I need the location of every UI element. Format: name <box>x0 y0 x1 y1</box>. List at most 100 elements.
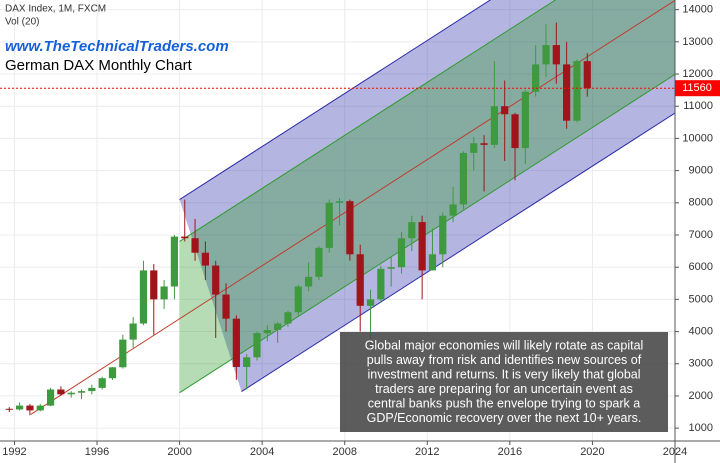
candle-body <box>274 323 282 330</box>
x-tick-label: 1992 <box>2 446 26 458</box>
candle-body <box>315 247 323 277</box>
annotation-line: pulls away from risk and identifies new … <box>367 353 642 367</box>
chart-title: German DAX Monthly Chart <box>5 57 193 74</box>
candle-body <box>284 312 292 324</box>
annotation-line: GDP/Economic recovery over the next 10+ … <box>367 411 642 425</box>
website: www.TheTechnicalTraders.com <box>5 38 229 55</box>
candle-body <box>490 106 498 145</box>
x-tick-label: 1996 <box>85 446 109 458</box>
candle-body <box>57 389 65 395</box>
candle-body <box>325 202 333 248</box>
candle-body <box>377 268 385 300</box>
annotation-box <box>340 332 668 432</box>
y-tick-label: 12000 <box>682 68 713 80</box>
channel-fill <box>179 0 675 392</box>
candle-body <box>5 408 13 410</box>
x-tick-label: 2012 <box>415 446 439 458</box>
candle-body <box>428 254 437 271</box>
candles <box>5 22 591 416</box>
candle-body <box>77 391 86 393</box>
y-tick-label: 3000 <box>689 358 713 370</box>
candle-body <box>418 222 426 271</box>
candle-body <box>480 143 488 145</box>
annotation-line: traders are preparing for an uncertain e… <box>375 382 633 396</box>
candle-body <box>501 106 509 115</box>
candle-body <box>366 299 375 306</box>
candle-body <box>46 389 55 406</box>
candle-body <box>335 201 344 203</box>
candle-body <box>170 236 179 287</box>
candle-body <box>397 238 406 268</box>
x-tick-label: 2000 <box>167 446 191 458</box>
candle-body <box>222 294 230 319</box>
indicator: Vol (20) <box>5 17 39 28</box>
candle-body <box>253 333 261 358</box>
candle-body <box>160 286 168 300</box>
candle-body <box>26 405 34 411</box>
channel-fill <box>179 0 675 393</box>
channel-line <box>241 112 675 392</box>
candle-body <box>232 318 240 367</box>
y-tick-label: 11000 <box>683 100 713 112</box>
candle-body <box>212 265 220 295</box>
candle-body <box>243 357 251 367</box>
y-tick-label: 8000 <box>689 197 713 209</box>
price-label-box <box>675 80 720 97</box>
candle-body <box>67 392 75 395</box>
candle-body <box>201 252 210 266</box>
candle-body <box>563 64 571 121</box>
candle-body <box>294 286 302 313</box>
candle-body <box>511 114 519 149</box>
header: DAX Index, 1M, FXCM <box>5 4 106 15</box>
y-tick-label: 6000 <box>689 261 713 273</box>
candle-body <box>356 254 364 306</box>
annotation: Global major economies will likely rotat… <box>340 332 668 432</box>
candle-body <box>439 215 447 255</box>
channel <box>30 0 675 415</box>
channel-line <box>179 0 557 242</box>
candle-body <box>470 143 478 153</box>
candle-body <box>129 323 137 340</box>
candle-body <box>263 329 271 334</box>
candle-body <box>552 45 560 65</box>
annotation-line: investment and returns. It is very likel… <box>367 367 640 381</box>
y-tick-label: 5000 <box>689 293 713 305</box>
y-tick-label: 4000 <box>689 325 713 337</box>
y-tick-label: 9000 <box>689 165 713 177</box>
x-tick-label: 2020 <box>580 446 604 458</box>
annotation-line: central banks push the envelope trying t… <box>368 396 640 410</box>
candle-body <box>150 270 158 300</box>
candle-body <box>459 152 468 205</box>
candle-body <box>108 367 117 379</box>
x-tick-label: 2004 <box>250 446 274 458</box>
candle-body <box>181 236 189 239</box>
candle-body <box>573 61 581 121</box>
candle-body <box>346 201 354 255</box>
candle-body <box>532 64 540 92</box>
x-tick-label: 2016 <box>498 446 522 458</box>
price-label: 11560 <box>682 82 712 94</box>
candle-body <box>583 61 591 89</box>
candle-body <box>387 267 395 269</box>
y-tick-label: 1000 <box>689 422 713 434</box>
y-tick-label: 7000 <box>689 229 713 241</box>
candle-body <box>449 204 457 216</box>
candle-body <box>408 222 416 239</box>
candle-body <box>304 276 313 287</box>
y-tick-label: 13000 <box>682 36 713 48</box>
annotation-line: Global major economies will likely rotat… <box>365 338 644 352</box>
channel-line <box>179 74 675 394</box>
candle-body <box>191 238 199 253</box>
candle-body <box>36 405 44 411</box>
y-tick-label: 2000 <box>689 390 713 402</box>
channel-line <box>179 0 492 200</box>
candle-body <box>119 339 127 368</box>
candle-body <box>98 378 106 388</box>
candle-body <box>15 405 24 410</box>
candle-body <box>521 91 529 149</box>
y-tick-label: 10000 <box>682 132 713 144</box>
candle-body <box>88 387 96 392</box>
